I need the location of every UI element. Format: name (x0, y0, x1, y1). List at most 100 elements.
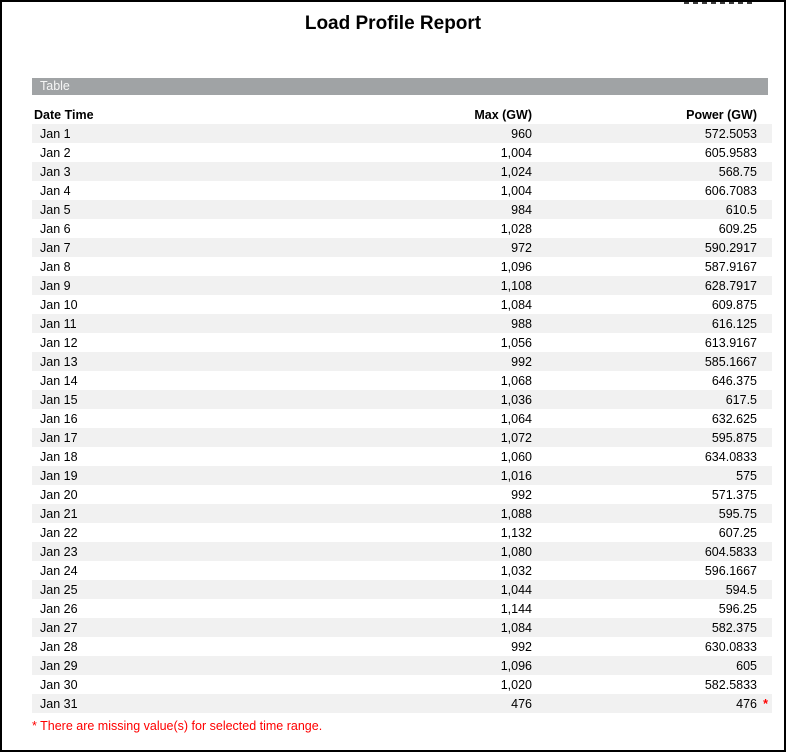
max-cell: 1,064 (500, 411, 532, 426)
table-row: Jan 18 1,060 634.0833 (32, 447, 772, 466)
table-row: Jan 24 1,032 596.1667 (32, 561, 772, 580)
power-cell: 628.7917 (547, 276, 772, 295)
table-row: Jan 31 476 476 * (32, 694, 772, 713)
max-cell: 1,024 (332, 162, 547, 181)
max-cell: 992 (511, 487, 532, 502)
power-cell: 587.9167 (704, 259, 757, 274)
date-cell: Jan 17 (32, 428, 332, 447)
power-cell: 575 (547, 466, 772, 485)
power-cell: 609.25 (718, 221, 757, 236)
power-cell: 646.375 (711, 373, 757, 388)
power-cell: 585.1667 (547, 352, 772, 371)
max-cell: 960 (332, 124, 547, 143)
power-cell: 596.25 (718, 601, 757, 616)
table-row: Jan 1 960 572.5053 (32, 124, 772, 143)
power-cell: 595.875 (547, 428, 772, 447)
max-cell: 1,004 (500, 145, 532, 160)
date-cell: Jan 10 (40, 297, 78, 312)
max-cell: 1,072 (332, 428, 547, 447)
date-cell: Jan 25 (32, 580, 332, 599)
date-cell: Jan 24 (40, 563, 78, 578)
table-row: Jan 29 1,096 605 (32, 656, 772, 675)
max-cell: 1,020 (500, 677, 532, 692)
power-cell: 596.1667 (704, 563, 757, 578)
power-cell: 609.875 (711, 297, 757, 312)
max-cell: 972 (332, 238, 547, 257)
power-cell: 605 (547, 656, 772, 675)
table-row: Jan 13 992 585.1667 (32, 352, 772, 371)
missing-values-footnote: * There are missing value(s) for selecte… (32, 719, 323, 733)
date-cell: Jan 20 (40, 487, 78, 502)
date-cell: Jan 4 (40, 183, 71, 198)
date-cell: Jan 16 (40, 411, 78, 426)
max-cell: 1,096 (500, 259, 532, 274)
max-cell: 1,132 (500, 525, 532, 540)
table-row: Jan 14 1,068 646.375 (32, 371, 772, 390)
power-cell: 630.0833 (704, 639, 757, 654)
date-cell: Jan 7 (32, 238, 332, 257)
table-row: Jan 19 1,016 575 (32, 466, 772, 485)
table-header-row: Date Time Max (GW) Power (GW) (32, 105, 772, 124)
max-cell: 476 (332, 694, 547, 713)
table-row: Jan 12 1,056 613.9167 (32, 333, 772, 352)
power-cell: 568.75 (547, 162, 772, 181)
power-cell: 590.2917 (547, 238, 772, 257)
date-cell: Jan 2 (40, 145, 71, 160)
power-cell: 595.75 (547, 504, 772, 523)
power-cell: 606.7083 (704, 183, 757, 198)
date-cell: Jan 5 (32, 200, 332, 219)
date-cell: Jan 30 (40, 677, 78, 692)
power-cell: 594.5 (547, 580, 772, 599)
power-cell: 582.5833 (704, 677, 757, 692)
date-cell: Jan 15 (32, 390, 332, 409)
table-row: Jan 23 1,080 604.5833 (32, 542, 772, 561)
max-cell: 1,004 (500, 183, 532, 198)
table-row: Jan 30 1,020 582.5833 (32, 675, 772, 694)
max-cell: 1,080 (332, 542, 547, 561)
max-cell: 1,032 (500, 563, 532, 578)
page-title: Load Profile Report (304, 13, 482, 34)
max-cell: 1,060 (500, 449, 532, 464)
table-row: Jan 9 1,108 628.7917 (32, 276, 772, 295)
date-cell: Jan 18 (40, 449, 78, 464)
max-cell: 1,088 (332, 504, 547, 523)
power-cell: 616.125 (547, 314, 772, 333)
table-row: Jan 28 992 630.0833 (32, 637, 772, 656)
date-cell: Jan 12 (40, 335, 78, 350)
table-row: Jan 17 1,072 595.875 (32, 428, 772, 447)
load-profile-table: Date Time Max (GW) Power (GW) Jan 1 960 57… (32, 105, 772, 713)
power-cell: 607.25 (718, 525, 757, 540)
power-cell: 617.5 (547, 390, 772, 409)
max-cell: 992 (332, 352, 547, 371)
date-cell: Jan 31 (32, 694, 332, 713)
max-cell: 1,084 (332, 618, 547, 637)
table-row: Jan 2 1,004 605.9583 (32, 143, 772, 162)
max-cell: 1,036 (332, 390, 547, 409)
max-cell: 992 (511, 639, 532, 654)
table-row: Jan 11 988 616.125 (32, 314, 772, 333)
table-row: Jan 7 972 590.2917 (32, 238, 772, 257)
max-cell: 988 (332, 314, 547, 333)
table-row: Jan 8 1,096 587.9167 (32, 257, 772, 276)
power-cell: 610.5 (547, 200, 772, 219)
power-cell: 476 * (547, 694, 772, 713)
date-cell: Jan 11 (32, 314, 332, 333)
max-cell: 1,096 (332, 656, 547, 675)
table-row: Jan 16 1,064 632.625 (32, 409, 772, 428)
power-cell: 613.9167 (704, 335, 757, 350)
power-cell: 571.375 (711, 487, 757, 502)
date-cell: Jan 9 (32, 276, 332, 295)
table-row: Jan 10 1,084 609.875 (32, 295, 772, 314)
max-cell: 1,056 (500, 335, 532, 350)
power-cell: 605.9583 (704, 145, 757, 160)
date-cell: Jan 3 (32, 162, 332, 181)
max-cell: 1,028 (500, 221, 532, 236)
table-section-header[interactable]: Table (32, 78, 768, 95)
date-cell: Jan 14 (40, 373, 78, 388)
date-cell: Jan 19 (32, 466, 332, 485)
table-row: Jan 3 1,024 568.75 (32, 162, 772, 181)
date-cell: Jan 6 (40, 221, 71, 236)
max-cell: 1,016 (332, 466, 547, 485)
date-cell: Jan 21 (32, 504, 332, 523)
